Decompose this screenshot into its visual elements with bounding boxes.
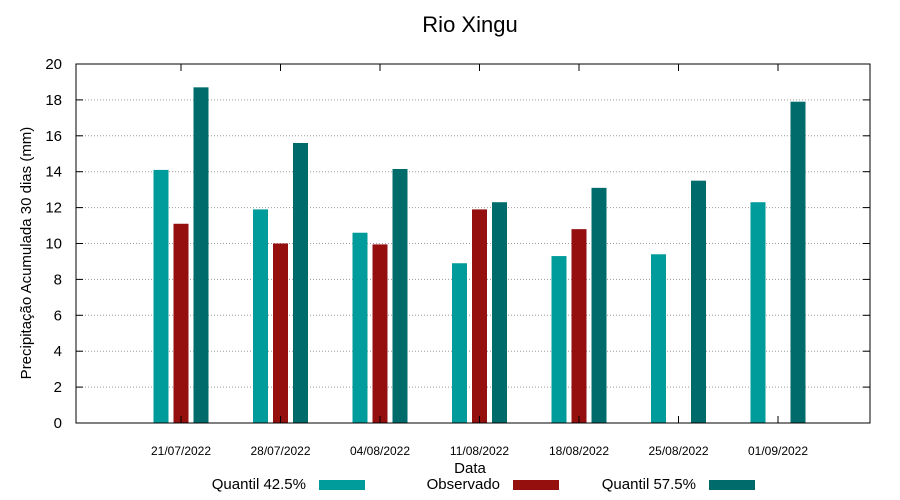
bar-quantil-42-5--2: [352, 232, 368, 423]
bar-quantil-42-5--0: [153, 169, 169, 423]
bar-observado-4: [571, 229, 587, 423]
legend: Quantil 42.5% Observado Quantil 57.5%: [212, 476, 755, 493]
legend-label: Quantil 42.5%: [212, 476, 306, 493]
x-tick-label: 11/08/2022: [450, 444, 509, 458]
y-tick-label: 16: [45, 128, 62, 145]
legend-swatch: [709, 480, 755, 490]
bar-quantil-57-5--0: [193, 87, 209, 424]
bar-observado-0: [173, 223, 189, 423]
y-tick-label: 20: [45, 56, 62, 73]
bar-observado-1: [273, 243, 288, 423]
y-tick-label: 8: [54, 271, 62, 288]
legend-label: Quantil 57.5%: [602, 476, 696, 493]
x-axis-label: Data: [454, 460, 486, 477]
x-tick-label: 25/08/2022: [648, 444, 708, 458]
y-tick-label: 14: [45, 164, 62, 181]
y-tick-label: 4: [54, 343, 62, 360]
bar-quantil-42-5--3: [452, 263, 467, 423]
bar-quantil-57-5--4: [591, 187, 607, 423]
bar-quantil-57-5--2: [392, 169, 408, 423]
y-tick-label: 6: [54, 307, 62, 324]
y-tick-label: 18: [45, 92, 62, 109]
x-tick-label: 01/09/2022: [748, 444, 808, 458]
bar-quantil-42-5--6: [750, 202, 766, 423]
y-tick-label: 2: [54, 379, 62, 396]
x-tick-label: 18/08/2022: [549, 444, 609, 458]
x-tick-label: 28/07/2022: [250, 444, 310, 458]
bar-quantil-57-5--5: [691, 180, 706, 423]
bar-quantil-57-5--6: [790, 101, 806, 423]
legend-label: Observado: [427, 476, 500, 493]
bar-quantil-42-5--4: [551, 256, 567, 423]
legend-swatch: [319, 480, 365, 490]
bar-observado-3: [472, 209, 487, 423]
y-tick-label: 0: [54, 415, 62, 432]
bar-quantil-42-5--5: [651, 254, 666, 423]
bars-group: [153, 87, 806, 424]
bar-observado-2: [372, 244, 388, 423]
bar-quantil-57-5--3: [492, 202, 507, 423]
bar-quantil-57-5--1: [293, 142, 308, 424]
y-tick-label: 10: [45, 236, 62, 253]
x-tick-label: 04/08/2022: [350, 444, 410, 458]
y-axis-label: Precipitação Acumulada 30 dias (mm): [18, 127, 35, 380]
chart-title: Rio Xingu: [422, 12, 517, 37]
y-tick-label: 12: [45, 200, 62, 217]
legend-swatch: [513, 480, 559, 490]
y-axis-ticks: 0 2 4 6 8 10 12 14 16 18 20: [45, 56, 870, 432]
bar-quantil-42-5--1: [253, 209, 268, 423]
x-tick-label: 21/07/2022: [151, 444, 211, 458]
x-axis-ticks: 21/07/2022 28/07/2022 04/08/2022 11/08/2022…: [151, 64, 808, 458]
